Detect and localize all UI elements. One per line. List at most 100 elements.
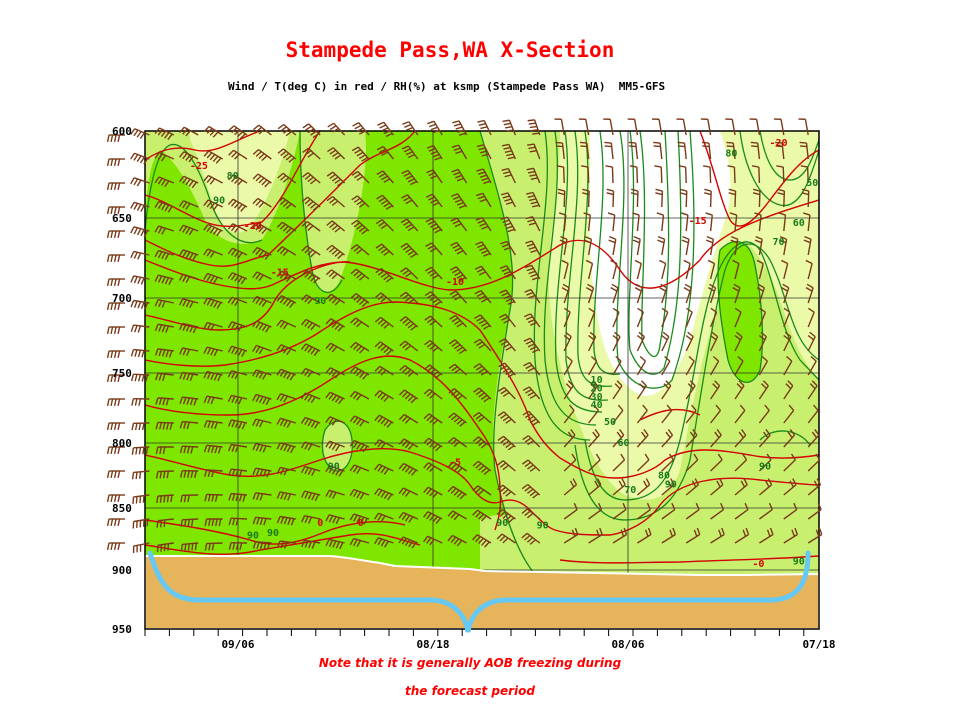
wind-barb — [588, 380, 599, 400]
wind-barb — [376, 194, 394, 210]
wind-barb — [375, 267, 394, 283]
wind-barb — [783, 527, 799, 544]
wind-barb — [497, 386, 516, 400]
wind-barb — [325, 538, 345, 550]
wind-barb — [106, 206, 125, 214]
y-tick-label: 750 — [112, 367, 132, 380]
wind-barb — [325, 342, 345, 353]
wind-barb — [608, 236, 617, 256]
wind-barb — [423, 388, 443, 400]
wind-barb — [350, 341, 370, 354]
wind-barb — [424, 315, 443, 328]
wind-barb — [703, 165, 712, 184]
wind-barb — [376, 170, 394, 184]
y-axis: 600 650 700 750 800 850 900 950 — [112, 125, 132, 636]
wind-barb — [301, 269, 321, 284]
wind-barb — [734, 380, 745, 400]
wind-barb — [661, 331, 670, 352]
wind-barb — [563, 355, 573, 376]
wind-barb — [473, 338, 492, 352]
wind-barb — [758, 355, 769, 376]
wind-barb — [559, 236, 568, 256]
wind-barb — [472, 460, 492, 475]
wind-barb — [398, 462, 419, 476]
wind-barb — [351, 219, 370, 235]
wind-barb — [500, 216, 517, 233]
wind-barb — [734, 502, 749, 520]
wind-barb — [701, 141, 712, 160]
wind-barb — [708, 283, 717, 304]
wind-barb — [179, 420, 199, 430]
wind-barb — [300, 367, 321, 378]
rh-label: 30 — [591, 392, 603, 403]
wind-barb — [783, 429, 796, 448]
wind-barb — [472, 534, 492, 548]
wind-barb — [227, 247, 248, 259]
wind-barb — [227, 272, 248, 285]
wind-barb — [179, 322, 199, 334]
wind-barb — [524, 264, 541, 281]
wind-barb — [612, 331, 621, 352]
wind-barb — [276, 344, 297, 356]
wind-barb — [448, 412, 468, 427]
temperature-label: 0 — [358, 518, 364, 529]
wind-barb — [180, 494, 199, 503]
wind-barb — [497, 435, 516, 451]
wind-barb — [203, 199, 223, 211]
wind-barb — [399, 389, 419, 404]
wind-barb — [661, 355, 671, 376]
wind-barb — [106, 254, 125, 262]
temperature-label: -20 — [770, 138, 788, 149]
wind-barb — [676, 118, 687, 136]
wind-barb — [758, 380, 769, 400]
wind-barb — [228, 125, 248, 140]
wind-barb — [130, 324, 150, 333]
wind-barb — [448, 437, 468, 448]
wind-barb — [425, 217, 443, 234]
rh-label: 90 — [247, 530, 259, 541]
wind-barb — [203, 444, 223, 454]
wind-barb — [325, 367, 345, 379]
x-tick-label: 09/06 — [221, 638, 254, 651]
wind-barb — [705, 212, 713, 232]
wind-barb — [423, 364, 443, 379]
wind-barb — [473, 387, 492, 403]
wind-barb — [204, 493, 223, 502]
wind-barb — [612, 502, 627, 520]
wind-barb — [203, 395, 223, 405]
wind-barb — [154, 176, 175, 188]
wind-barb — [130, 250, 150, 260]
temperature-label: -10 — [446, 277, 464, 288]
wind-barb — [228, 542, 248, 550]
wind-barb — [155, 421, 174, 430]
rh-label: 90 — [314, 296, 326, 307]
wind-barb — [588, 527, 603, 544]
wind-barb — [475, 241, 492, 257]
wind-barb — [523, 361, 541, 376]
wind-barb — [472, 436, 492, 449]
wind-barb — [131, 398, 150, 406]
wind-barb — [732, 283, 741, 304]
wind-barb — [178, 249, 199, 261]
wind-barb — [758, 478, 773, 496]
wind-barb — [756, 283, 766, 304]
wind-barb — [301, 490, 321, 502]
wind-barb — [325, 514, 345, 525]
wind-barb — [106, 494, 125, 502]
wind-barb — [252, 149, 272, 162]
wind-barb — [610, 283, 619, 304]
wind-barb — [777, 188, 786, 208]
y-tick-label: 600 — [112, 125, 132, 138]
wind-barb — [130, 128, 150, 140]
wind-barb — [630, 188, 639, 208]
wind-barb — [350, 244, 370, 256]
wind-barb — [521, 483, 541, 499]
wind-barb — [654, 165, 663, 184]
wind-barb — [707, 259, 716, 280]
wind-barb — [252, 344, 272, 355]
wind-barb — [581, 165, 590, 184]
wind-barb — [301, 539, 321, 549]
wind-barb — [106, 158, 125, 166]
wind-barb — [475, 216, 492, 232]
wind-barb — [750, 141, 761, 160]
